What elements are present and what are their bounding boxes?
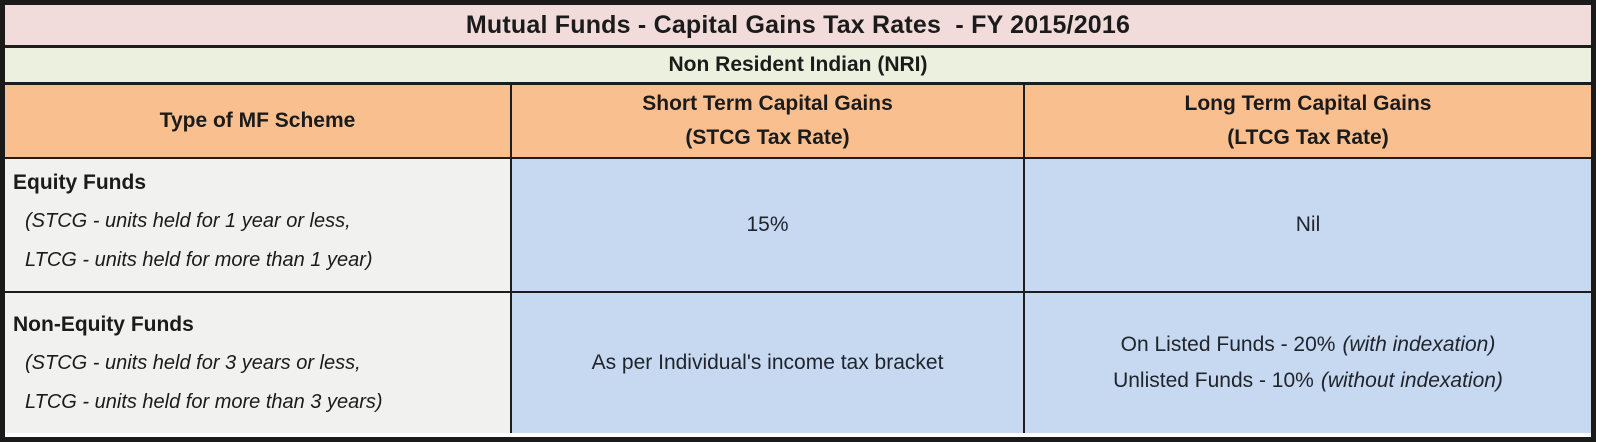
non-equity-ltcg-note: LTCG - units held for more than 3 years) <box>25 390 383 413</box>
column-header-stcg: Short Term Capital Gains (STCG Tax Rate) <box>512 85 1025 157</box>
table-title: Mutual Funds - Capital Gains Tax Rates -… <box>5 5 1591 48</box>
cell-non-equity-ltcg-rate: On Listed Funds - 20% (with indexation) U… <box>1025 293 1591 433</box>
non-equity-ltcg-unlisted-line: Unlisted Funds - 10% (without indexation) <box>1113 363 1503 399</box>
column-header-ltcg-line2: (LTCG Tax Rate) <box>1227 126 1389 149</box>
non-equity-stcg-note: (STCG - units held for 3 years or less, <box>25 351 361 374</box>
equity-ltcg-rate-value: Nil <box>1295 213 1321 236</box>
column-header-ltcg-line1: Long Term Capital Gains <box>1184 92 1432 115</box>
cell-equity-stcg-rate: 15% <box>512 159 1025 291</box>
equity-ltcg-note: LTCG - units held for more than 1 year) <box>25 249 373 271</box>
equity-stcg-rate-value: 15% <box>746 213 789 236</box>
table-row-non-equity-funds: Non-Equity Funds (STCG - units held for … <box>5 293 1591 433</box>
unlisted-funds-rate: Unlisted Funds - 10% <box>1113 369 1314 392</box>
listed-funds-rate: On Listed Funds - 20% <box>1120 333 1336 356</box>
column-header-scheme-label: Type of MF Scheme <box>159 109 356 132</box>
equity-funds-label: Equity Funds <box>13 171 146 194</box>
table-row-equity-funds: Equity Funds (STCG - units held for 1 ye… <box>5 159 1591 293</box>
column-header-stcg-line1: Short Term Capital Gains <box>642 92 893 115</box>
cell-equity-ltcg-rate: Nil <box>1025 159 1591 291</box>
non-equity-ltcg-listed-line: On Listed Funds - 20% (with indexation) <box>1121 327 1496 363</box>
non-equity-stcg-rate-value: As per Individual's income tax bracket <box>591 351 944 374</box>
header-row: Type of MF Scheme Short Term Capital Gai… <box>5 85 1591 159</box>
listed-funds-indexation-note: (with indexation) <box>1342 333 1496 356</box>
table-subtitle: Non Resident Indian (NRI) <box>5 48 1591 85</box>
column-header-scheme: Type of MF Scheme <box>5 85 512 157</box>
cell-equity-scheme: Equity Funds (STCG - units held for 1 ye… <box>5 159 512 291</box>
cell-non-equity-stcg-rate: As per Individual's income tax bracket <box>512 293 1025 433</box>
cell-non-equity-scheme: Non-Equity Funds (STCG - units held for … <box>5 293 512 433</box>
column-header-stcg-line2: (STCG Tax Rate) <box>685 126 850 149</box>
column-header-ltcg: Long Term Capital Gains (LTCG Tax Rate) <box>1025 85 1591 157</box>
unlisted-funds-indexation-note: (without indexation) <box>1320 369 1503 392</box>
equity-stcg-note: (STCG - units held for 1 year or less, <box>25 210 351 232</box>
non-equity-funds-label: Non-Equity Funds <box>13 312 194 336</box>
